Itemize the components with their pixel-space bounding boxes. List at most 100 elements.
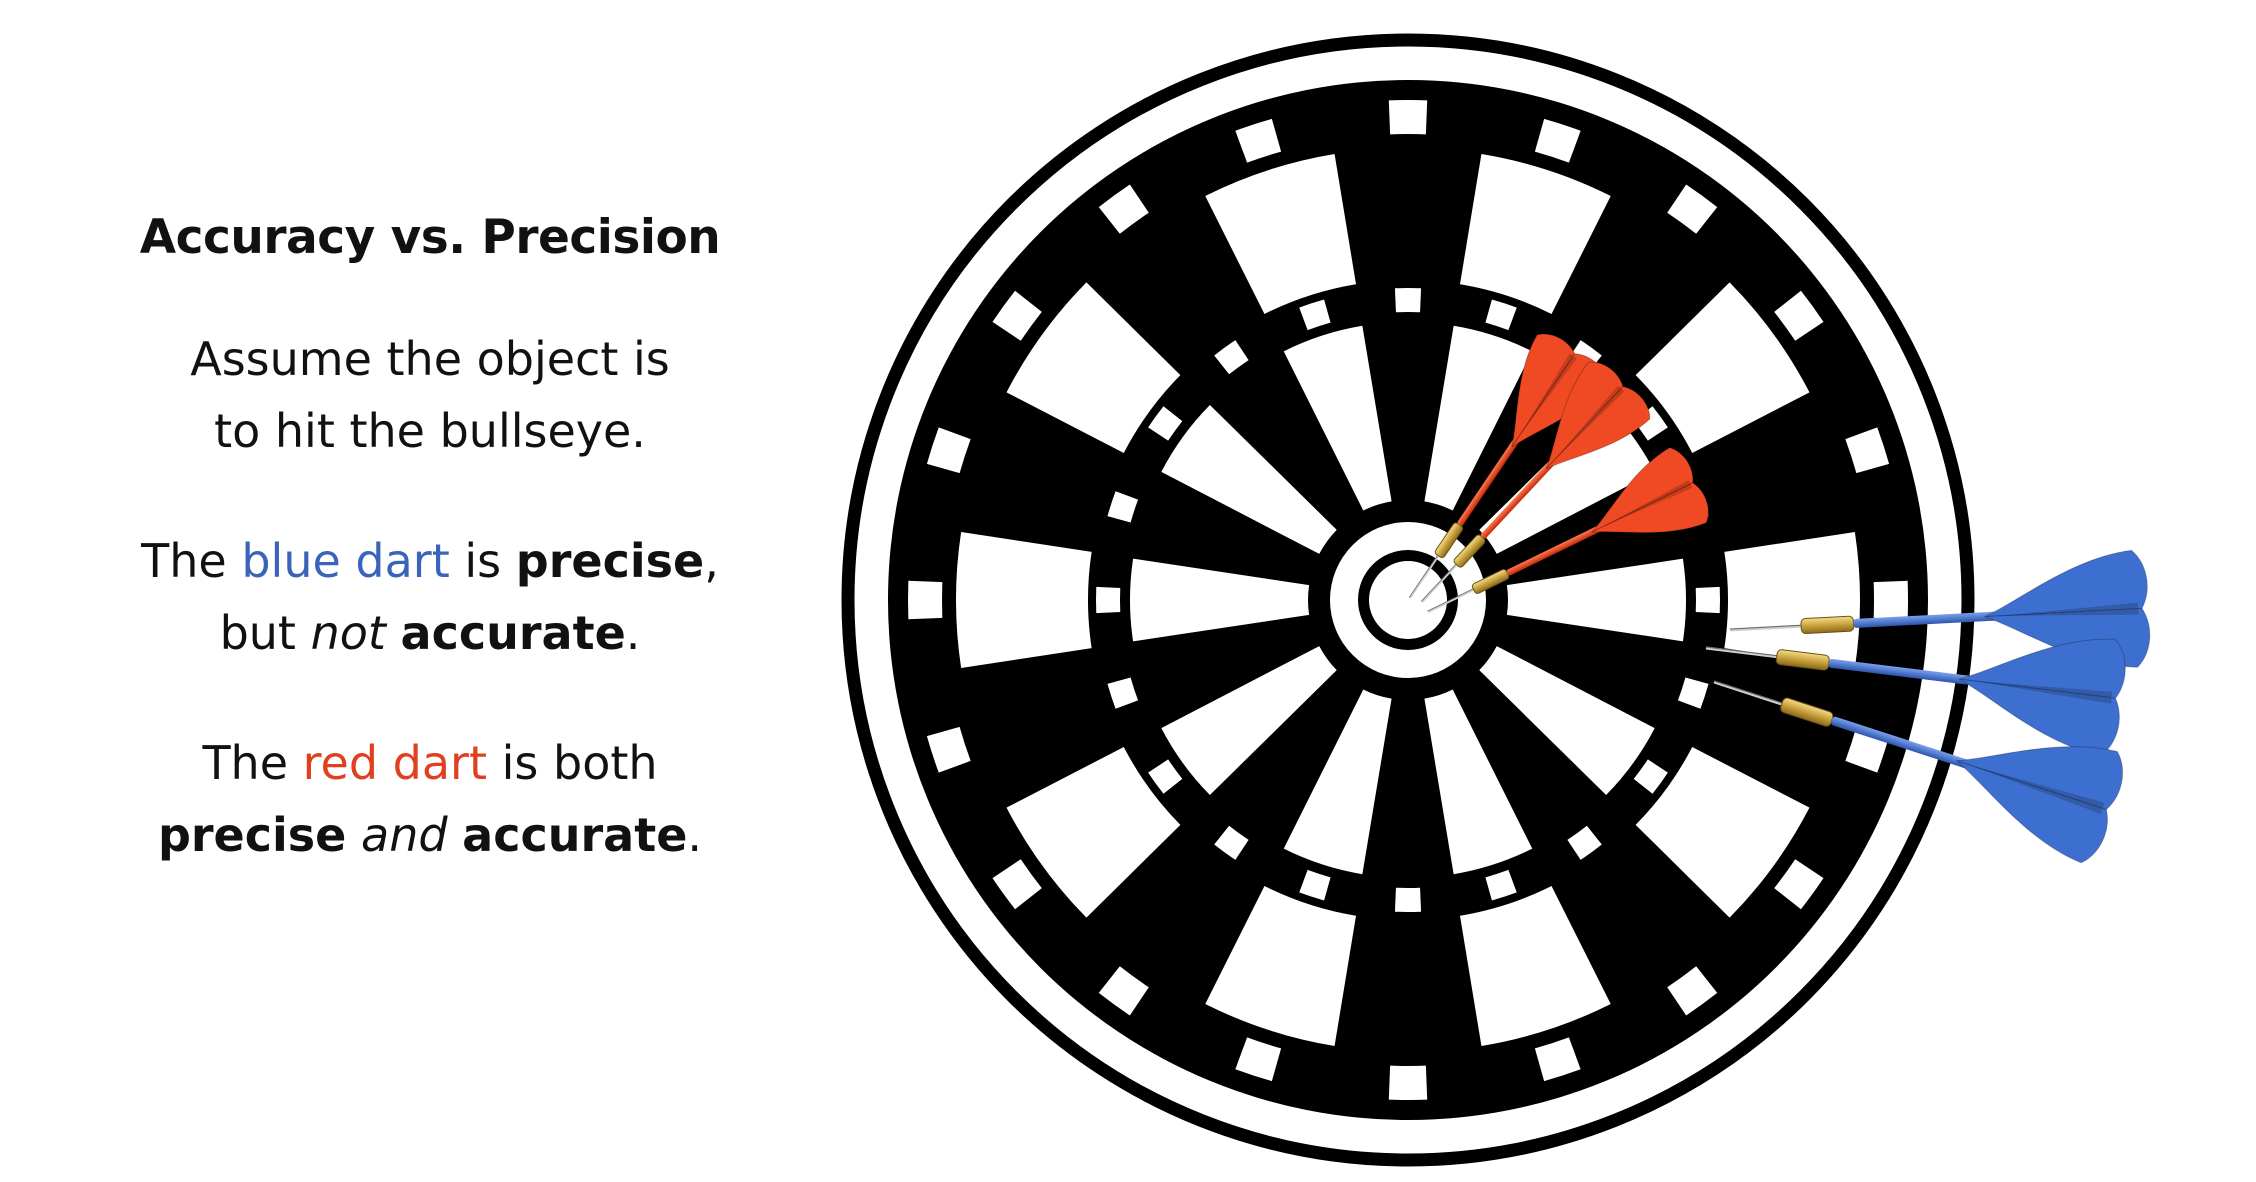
- triple-ring-marker: [1695, 586, 1721, 614]
- inner-single-segment: [1283, 325, 1392, 511]
- triple-ring-marker: [1107, 491, 1139, 523]
- double-ring-marker: [1774, 290, 1824, 341]
- dart-flight-lower: [1545, 385, 1651, 470]
- outer-single-segment: [1090, 198, 1261, 373]
- double-ring-marker: [1774, 859, 1824, 910]
- double-ring-marker: [1235, 118, 1282, 163]
- dart-needle: [1421, 564, 1458, 603]
- double-ring-marker: [1235, 1037, 1282, 1082]
- inner-single-segment: [1454, 671, 1604, 847]
- red-accurate-word: accurate: [462, 808, 688, 862]
- blue-dart: [1713, 680, 2124, 864]
- dart-barrel: [1780, 697, 1834, 727]
- outer-single-segment: [1205, 886, 1357, 1046]
- outer-single-segment: [1724, 532, 1860, 668]
- red-precise-word: precise: [157, 808, 347, 862]
- dart-needle-shadow: [1420, 563, 1457, 602]
- assumption-line-2: to hit the bullseye.: [214, 404, 646, 458]
- double-ring-marker: [1873, 580, 1909, 620]
- assumption-text: Assume the object is to hit the bullseye…: [60, 323, 800, 467]
- inner-single-segment: [1133, 475, 1319, 584]
- page-title: Accuracy vs. Precision: [139, 210, 721, 265]
- red-dart: [1408, 333, 1607, 599]
- double-ring-marker: [1098, 184, 1149, 234]
- triple-ring-marker: [1107, 677, 1139, 709]
- double-ring-marker: [1388, 1065, 1428, 1101]
- red-statement-is-both: is both: [487, 736, 658, 790]
- dart-flight-spine: [1601, 480, 1693, 528]
- blue-not-word: not: [310, 606, 386, 660]
- double-ring-marker: [992, 290, 1042, 341]
- inner-single-segment: [1479, 646, 1655, 796]
- bullseye: [1369, 561, 1447, 639]
- outer-single-segment: [1555, 827, 1726, 1002]
- dart-needle: [1713, 680, 1783, 706]
- inner-single-segment: [1161, 404, 1337, 554]
- dart-flight-spine: [1517, 353, 1577, 439]
- inner-single-segment: [1506, 558, 1686, 642]
- triple-ring-marker: [1485, 869, 1517, 901]
- triple-ring-marker: [1299, 869, 1331, 901]
- dart-flight-upper: [1545, 361, 1624, 470]
- dart-barrel: [1800, 615, 1855, 635]
- outer-single-segment: [1205, 154, 1357, 314]
- outer-single-segment: [1694, 397, 1854, 549]
- double-ring-marker: [1098, 966, 1149, 1016]
- blue-precise-word: precise: [515, 534, 705, 588]
- inner-single-segment: [1424, 689, 1533, 875]
- inner-single-segment: [1212, 671, 1362, 847]
- inner-single-segment: [1366, 321, 1450, 502]
- outer-single-segment: [1555, 198, 1726, 373]
- blue-statement-line-2: but not accurate.: [60, 597, 800, 669]
- dart-flight-spine: [1999, 602, 2139, 616]
- triple-ring-marker: [1394, 887, 1422, 912]
- dart-needle-shadow: [1706, 646, 1777, 657]
- outer-single-segment: [956, 532, 1092, 668]
- outer-single-segment: [1006, 747, 1181, 918]
- blue-dart-statement: The blue dart is precise, but not accura…: [60, 525, 800, 669]
- blue-dart-label: blue dart: [241, 534, 450, 588]
- red-dart: [1420, 361, 1651, 603]
- dart-flight-spine: [1970, 765, 2105, 815]
- inner-single-segment: [1161, 646, 1337, 796]
- inner-single-segment: [1133, 616, 1319, 725]
- double-ring-marker: [1667, 184, 1718, 234]
- double-ring-marker: [1667, 966, 1718, 1016]
- double-ring-marker: [1388, 100, 1428, 135]
- blue-statement-is: is: [449, 534, 516, 588]
- triple-ring-marker: [1485, 299, 1517, 331]
- red-dart-statement: The red dart is both precise and accurat…: [60, 727, 800, 871]
- red-statement-line-2: precise and accurate.: [60, 799, 800, 871]
- dart-flight-upper: [1956, 746, 2124, 811]
- dart-needle: [1705, 646, 1777, 659]
- dart-needle: [1427, 588, 1475, 613]
- outer-single-segment: [1635, 282, 1810, 453]
- dartboard: [841, 33, 1975, 1167]
- outer-single-segment: [1459, 886, 1611, 1046]
- outer-single-segment: [1090, 827, 1261, 1002]
- blue-statement-line-1: The blue dart is precise,: [60, 525, 800, 597]
- red-statement-line-1: The red dart is both: [60, 727, 800, 799]
- dart-needle-shadow: [1729, 624, 1802, 630]
- assumption-line-1: Assume the object is: [190, 332, 670, 386]
- red-and-word: and: [361, 808, 448, 862]
- double-ring-marker: [907, 580, 943, 620]
- dart-barrel: [1471, 569, 1510, 594]
- outer-single-segment: [1459, 154, 1611, 314]
- darts: [1408, 333, 2151, 864]
- inner-single-segment: [1130, 558, 1310, 642]
- triple-ring-marker: [1214, 340, 1249, 375]
- double-ring-marker: [926, 726, 971, 773]
- inner-single-segment: [1366, 698, 1450, 879]
- triple-ring-marker: [1394, 288, 1422, 313]
- dart-needle-shadow: [1408, 555, 1438, 598]
- triple-ring-marker: [1148, 759, 1183, 794]
- outer-single-segment: [962, 651, 1122, 803]
- double-ring-marker: [1845, 427, 1890, 474]
- blue-statement-the: The: [141, 534, 242, 588]
- inner-single-segment: [1283, 689, 1392, 875]
- outer-single-segment: [1006, 282, 1181, 453]
- dart-flight-upper: [1958, 638, 2126, 699]
- red-dart: [1427, 447, 1709, 613]
